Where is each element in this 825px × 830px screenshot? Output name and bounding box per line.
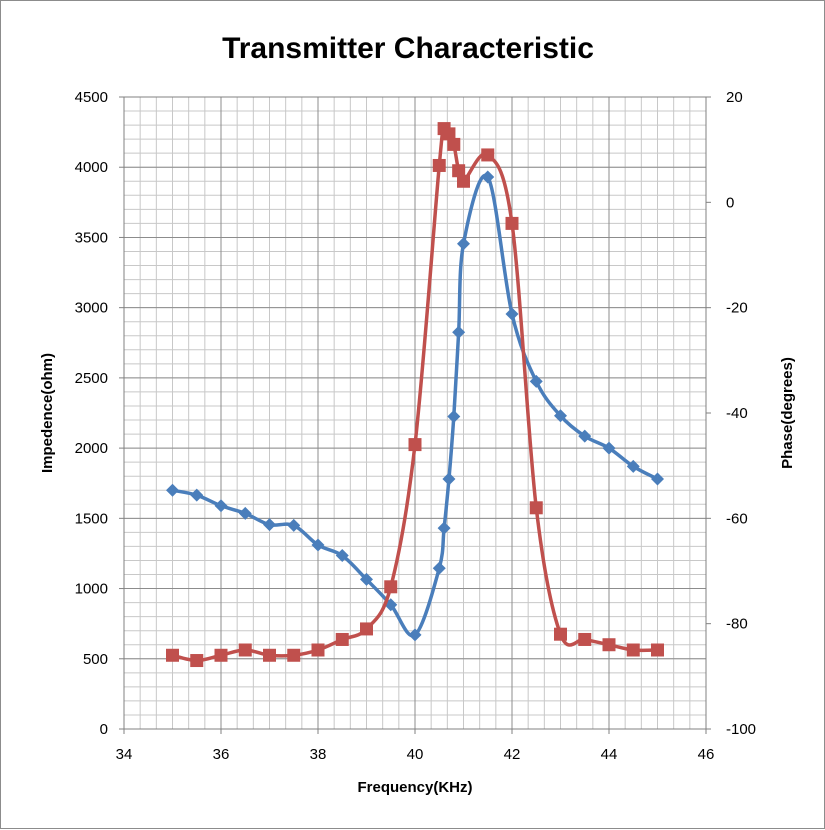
data-point [481, 148, 495, 162]
data-point [432, 561, 446, 575]
data-point [447, 137, 461, 151]
data-point [335, 632, 349, 646]
data-point [452, 164, 466, 178]
left-tick-label: 2500 [75, 370, 108, 387]
data-point [554, 627, 567, 641]
chart-title: Transmitter Characteristic [222, 32, 594, 65]
data-point [651, 472, 664, 486]
data-point [457, 237, 470, 251]
series-layer [166, 122, 664, 668]
right-axis-title: Phase(degrees) [779, 357, 796, 469]
right-tick-label: -100 [726, 721, 756, 738]
data-point [408, 438, 422, 452]
left-tick-label: 3000 [75, 300, 108, 317]
series-2 [166, 122, 664, 668]
right-tick-label: -40 [726, 405, 748, 422]
data-point [287, 518, 301, 532]
left-tick-label: 1500 [75, 510, 108, 527]
left-tick-label: 4000 [75, 159, 108, 176]
right-tick-label: 0 [726, 194, 734, 211]
data-point [238, 506, 252, 520]
series-1 [166, 170, 664, 642]
data-point [437, 521, 451, 535]
x-tick-label: 36 [213, 746, 230, 763]
x-axis-ticks: 34 36 38 40 42 44 46 [116, 729, 715, 763]
left-axis-title: Impedence(ohm) [39, 353, 56, 473]
data-point [442, 472, 456, 486]
right-tick-label: -80 [726, 616, 748, 633]
left-tick-label: 1000 [75, 581, 108, 598]
data-point [432, 158, 446, 172]
data-point [529, 374, 543, 388]
data-point [626, 643, 640, 657]
right-axis-ticks: -100 -80 -60 -40 -20 0 20 [706, 89, 756, 738]
right-tick-label: 20 [726, 89, 743, 106]
data-point [335, 549, 349, 563]
right-tick-label: -20 [726, 300, 748, 317]
x-tick-label: 38 [310, 746, 327, 763]
data-point [190, 488, 204, 502]
data-point [384, 580, 398, 594]
x-tick-label: 46 [698, 746, 715, 763]
data-point [214, 499, 228, 513]
data-point [452, 325, 466, 339]
x-axis-title: Frequency(KHz) [357, 779, 472, 796]
data-point [287, 648, 301, 662]
data-point [602, 638, 616, 652]
data-point [529, 501, 543, 515]
data-point [263, 518, 276, 532]
data-point [214, 648, 228, 662]
x-tick-label: 44 [601, 746, 618, 763]
data-point [408, 628, 422, 642]
left-tick-label: 500 [83, 651, 108, 668]
x-tick-label: 42 [504, 746, 521, 763]
x-tick-label: 34 [116, 746, 133, 763]
data-point [602, 441, 616, 455]
data-point [166, 648, 179, 662]
data-point [166, 483, 179, 497]
data-point [442, 127, 456, 141]
data-point [505, 307, 519, 321]
left-tick-label: 2000 [75, 440, 108, 457]
data-point [481, 170, 495, 184]
left-tick-label: 0 [100, 721, 108, 738]
data-point [238, 643, 252, 657]
data-point [505, 216, 519, 230]
data-point [651, 643, 664, 657]
left-axis-ticks: 0 500 1000 1500 2000 2500 3000 3500 4000 4500 [75, 89, 124, 738]
data-point [578, 429, 592, 443]
data-point [447, 410, 461, 424]
left-tick-label: 3500 [75, 229, 108, 246]
left-tick-label: 4500 [75, 89, 108, 106]
data-point [190, 654, 204, 668]
data-point [360, 622, 373, 636]
data-point [578, 632, 592, 646]
data-point [554, 409, 567, 423]
data-point [311, 643, 325, 657]
data-point [626, 459, 640, 473]
data-point [311, 538, 325, 552]
right-tick-label: -60 [726, 510, 748, 527]
data-point [457, 174, 470, 188]
data-point [263, 648, 276, 662]
x-tick-label: 40 [407, 746, 424, 763]
data-point [360, 572, 373, 586]
